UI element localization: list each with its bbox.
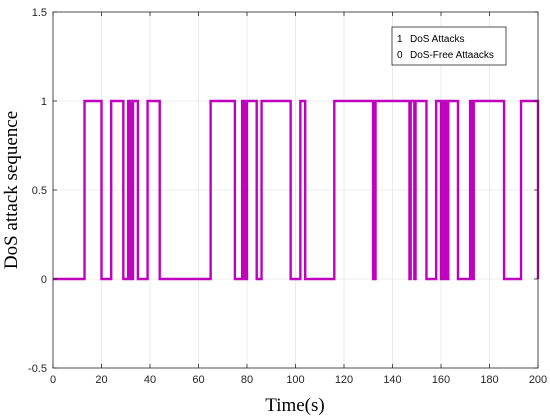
x-tick-label: 160 [432, 374, 450, 386]
legend-marker-1: 1 [397, 34, 403, 45]
legend: 1 DoS Attacks 0 DoS-Free Attaacks [391, 26, 507, 66]
y-tick-label: 1 [41, 96, 47, 108]
legend-label-2: DoS-Free Attaacks [410, 50, 494, 61]
y-axis-title: DoS attack sequence [1, 111, 22, 269]
x-tick-label: 140 [383, 374, 401, 386]
x-tick-label: 100 [286, 374, 304, 386]
axis-ticks [52, 11, 539, 369]
y-tick-label: 1.5 [32, 7, 47, 19]
x-tick-label: 40 [144, 374, 156, 386]
y-tick-label: 0.5 [32, 185, 47, 197]
x-tick-label: 120 [335, 374, 353, 386]
legend-label-1: DoS Attacks [410, 34, 464, 45]
legend-marker-2: 0 [397, 50, 403, 61]
x-tick-label: 0 [50, 374, 56, 386]
legend-box [391, 26, 507, 66]
x-axis-title: Time(s) [265, 395, 324, 416]
x-tick-label: 200 [529, 374, 547, 386]
y-tick-labels: -0.5 0 0.5 1 1.5 [28, 7, 47, 375]
x-tick-label: 180 [480, 374, 498, 386]
y-tick-label: -0.5 [28, 363, 47, 375]
x-tick-label: 20 [95, 374, 107, 386]
x-tick-labels: 0 20 40 60 80 100 120 140 160 180 200 [50, 374, 547, 386]
series-line-dos [53, 99, 540, 281]
x-tick-label: 60 [192, 374, 204, 386]
x-tick-label: 80 [241, 374, 253, 386]
y-tick-label: 0 [41, 274, 47, 286]
